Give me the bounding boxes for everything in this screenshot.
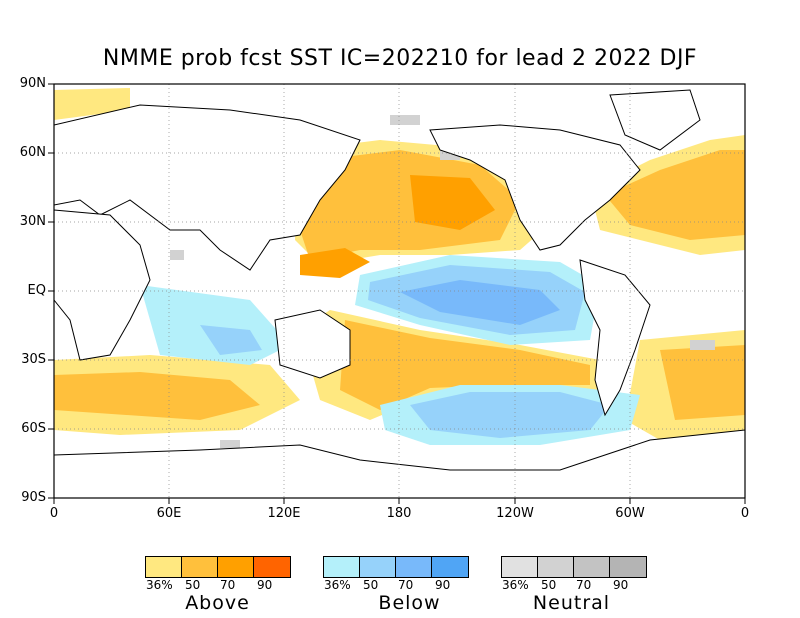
legend-below-box-1: [324, 557, 360, 577]
axis-ticks: [48, 83, 746, 504]
legend-above-tick-2: 50: [185, 578, 201, 592]
legend-below-label: Below: [378, 592, 441, 614]
antarctica-land: [54, 429, 745, 498]
africa-land: [54, 209, 151, 361]
y-label-60n: 60N: [19, 145, 46, 160]
y-label-eq: EQ: [27, 283, 46, 298]
legend-neutral-label: Neutral: [532, 592, 611, 614]
legend-neutral-box-2: [538, 557, 574, 577]
continents: [54, 89, 745, 498]
legend-below-box-2: [360, 557, 396, 577]
graticule: [54, 84, 745, 498]
x-label-0-east: 0: [740, 506, 750, 521]
legend-neutral-tick-3: 70: [576, 578, 592, 592]
legend-above-box-1: [146, 557, 182, 577]
y-label-90n: 90N: [19, 76, 46, 91]
y-label-90s: 90S: [21, 490, 46, 505]
legend-below-tick-1: 36%: [324, 578, 351, 592]
legend-above-tick-3: 70: [220, 578, 236, 592]
southern-ocean-below-50: [410, 392, 610, 438]
legend-below-tick-2: 50: [363, 578, 379, 592]
south-america-land: [579, 259, 651, 417]
legend-above-box-4: [254, 557, 290, 577]
legend-above: [145, 556, 291, 578]
indian-ocean-below-50: [200, 325, 262, 355]
y-label-30n: 30N: [19, 214, 46, 229]
legend-neutral-box-3: [574, 557, 610, 577]
x-label-120e: 120E: [267, 506, 301, 521]
legend-neutral-tick-1: 36%: [502, 578, 529, 592]
australia-land: [274, 309, 351, 379]
south-atlantic-above-50: [660, 345, 745, 420]
x-label-60e: 60E: [156, 506, 182, 521]
x-label-180: 180: [386, 506, 412, 521]
legend-below-box-4: [432, 557, 468, 577]
legend-neutral-box-1: [502, 557, 538, 577]
map-title: NMME prob fcst SST IC=202210 for lead 2 …: [102, 46, 698, 71]
legend-above-tick-4: 90: [257, 578, 273, 592]
legend-below-tick-3: 70: [398, 578, 414, 592]
x-label-0: 0: [49, 506, 59, 521]
legend-below: [323, 556, 469, 578]
legend-above-box-3: [218, 557, 254, 577]
north-pacific-above-70: [410, 175, 495, 230]
north-pacific-above-50: [300, 150, 520, 260]
legend-neutral-box-4: [610, 557, 646, 577]
indian-ocean-above-50: [54, 372, 260, 420]
y-label-60s: 60S: [21, 421, 46, 436]
eurasia-land: [54, 104, 361, 271]
legend-neutral-tick-2: 50: [541, 578, 557, 592]
legend-above-box-2: [182, 557, 218, 577]
equatorial-pacific-below-70: [400, 280, 560, 325]
south-pacific-above-50: [340, 320, 590, 410]
legend-neutral-tick-4: 90: [613, 578, 629, 592]
x-label-60w: 60W: [615, 506, 645, 521]
legend-below-box-3: [396, 557, 432, 577]
y-label-30s: 30S: [21, 352, 46, 367]
x-label-120w: 120W: [496, 506, 534, 521]
north-america-land: [429, 124, 641, 251]
below-regions: [140, 255, 640, 445]
north-atlantic-above-50: [605, 150, 745, 240]
greenland-land: [609, 89, 701, 151]
west-pacific-above-70: [300, 248, 370, 278]
legend-above-tick-1: 36%: [146, 578, 173, 592]
legend-above-label: Above: [185, 592, 250, 614]
legend-below-tick-4: 90: [435, 578, 451, 592]
legend-neutral: [501, 556, 647, 578]
